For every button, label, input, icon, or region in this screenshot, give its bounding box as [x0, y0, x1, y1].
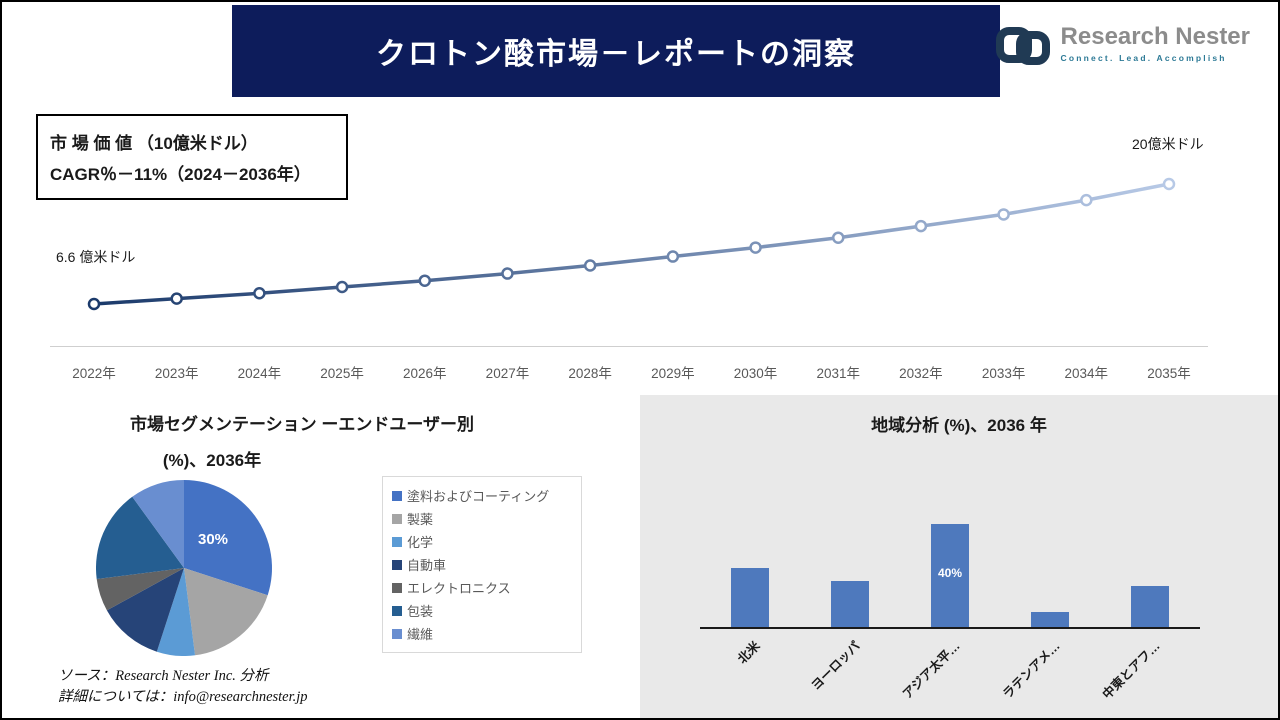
start-value-label: 6.6 億米ドル	[56, 249, 136, 265]
bar-x-label: ラテンアメ…	[1000, 638, 1063, 702]
line-point	[418, 274, 432, 287]
pie-slice	[132, 480, 184, 568]
logo-name: Research Nester	[1060, 23, 1250, 50]
legend-label: 繊維	[407, 627, 434, 642]
line-point	[666, 250, 680, 263]
pie-legend: 塗料およびコーティング 製薬化学自動車エレクトロニクス 包装繊維	[382, 476, 582, 653]
line-point	[1080, 193, 1093, 207]
pie-slice	[184, 480, 272, 596]
legend-swatch	[392, 490, 402, 501]
contact-line: 詳細については：info@researchnester.jp	[58, 689, 308, 706]
legend-label: エレクトロニクス	[407, 581, 511, 596]
line-point	[997, 208, 1010, 221]
pie-callout: 30%	[198, 531, 229, 548]
logo: Research Nester Connect. Lead. Accomplis…	[995, 23, 1250, 75]
pie-slice	[106, 568, 184, 652]
x-axis-label: 2034年	[1064, 366, 1109, 381]
legend-swatch	[392, 628, 402, 639]
bar-x-label: 中東とアフ…	[1099, 638, 1163, 702]
market-info-box: 市 場 価 値 （10億米ドル） CAGR％－11%（2024－2036年）	[36, 114, 348, 200]
cagr-label: CAGR％－11%（2024－2036年）	[50, 165, 311, 184]
legend-item: 繊維	[392, 622, 572, 645]
source-note: ソース：Research Nester Inc. 分析 詳細については：info…	[58, 666, 308, 708]
line-point	[583, 259, 597, 272]
region-bar	[731, 567, 769, 627]
legend-label: 化学	[407, 535, 434, 550]
line-point	[335, 280, 349, 294]
segmentation-subtitle: (%)、2036年	[162, 451, 262, 470]
end-user-pie-chart	[96, 480, 272, 656]
market-value-label: 市 場 価 値 （10億米ドル）	[50, 134, 258, 153]
line-point	[831, 231, 845, 244]
pie-slice	[96, 568, 184, 611]
line-point	[170, 292, 183, 305]
legend-label: 包装	[407, 604, 434, 619]
pie-slice	[156, 568, 196, 656]
bar-data-label: 40%	[937, 566, 963, 580]
regional-bar-chart: 北米 ヨーロッパ 40% アジア太平… ラテンアメ… 中東とアフ…	[640, 442, 1278, 718]
legend-item: 自動車	[392, 553, 572, 576]
regional-panel: 地域分析 (%)、2036 年 北米 ヨーロッパ 40% アジア太平… ラテンアメ… 中東…	[640, 395, 1278, 718]
x-axis-label: 2033年	[981, 366, 1026, 381]
region-bar: 40%	[931, 524, 969, 627]
region-bar	[831, 580, 869, 627]
source-line: ソース：Research Nester Inc. 分析	[58, 668, 269, 684]
legend-item: 塗料およびコーティング	[392, 484, 572, 507]
line-point	[501, 267, 514, 280]
line-point	[87, 297, 101, 311]
page-title: クロトン酸市場－レポートの洞察	[376, 38, 856, 71]
bar-x-label: 北米	[735, 638, 763, 667]
legend-item: エレクトロニクス	[392, 576, 572, 599]
legend-swatch	[392, 559, 402, 570]
x-axis-label: 2031年	[816, 366, 860, 381]
x-axis-label: 2026年	[402, 366, 447, 381]
x-axis-label: 2027年	[485, 366, 530, 381]
x-axis-label: 2025年	[320, 366, 364, 381]
line-point	[253, 287, 266, 300]
legend-swatch	[392, 605, 402, 616]
logo-tagline: Connect. Lead. Accomplish	[1060, 53, 1227, 64]
legend-swatch	[392, 536, 402, 547]
bar-axis-line	[700, 627, 1200, 629]
bar-x-label: ヨーロッパ	[808, 638, 863, 693]
legend-label: 自動車	[407, 558, 447, 573]
x-axis-line	[50, 346, 1208, 347]
x-axis-label: 2030年	[733, 366, 778, 381]
segmentation-title: 市場セグメンテーション ーエンドユーザー別	[129, 415, 475, 434]
region-bar	[1031, 611, 1069, 627]
x-axis-label: 2029年	[651, 366, 695, 381]
legend-swatch	[392, 582, 402, 593]
regional-title: 地域分析 (%)、2036 年	[871, 416, 1047, 435]
line-point	[914, 219, 928, 233]
x-axis-label: 2022年	[72, 366, 116, 381]
x-axis-label: 2024年	[237, 366, 282, 381]
pie-slice	[96, 496, 184, 580]
legend-item: 包装	[392, 599, 572, 622]
logo-chain-icon	[995, 24, 1051, 75]
line-point	[749, 241, 762, 254]
legend-label: 製薬	[407, 512, 434, 527]
market-value-line	[93, 182, 1170, 306]
region-bar	[1131, 585, 1169, 627]
legend-label: 塗料およびコーティング	[407, 489, 550, 504]
pie-slice	[184, 568, 268, 656]
legend-item: 化学	[392, 530, 572, 553]
line-point	[1162, 177, 1176, 191]
legend-swatch	[392, 513, 402, 524]
x-axis-label: 2032年	[899, 366, 943, 381]
x-axis-label: 2035年	[1147, 366, 1191, 381]
end-value-label: 20億米ドル	[1132, 136, 1204, 152]
legend-item: 製薬	[392, 507, 572, 530]
x-axis-label: 2028年	[568, 366, 612, 381]
x-axis-label: 2023年	[154, 366, 199, 381]
bar-x-label: アジア太平…	[900, 638, 963, 702]
header-banner: クロトン酸市場－レポートの洞察	[232, 5, 1000, 97]
